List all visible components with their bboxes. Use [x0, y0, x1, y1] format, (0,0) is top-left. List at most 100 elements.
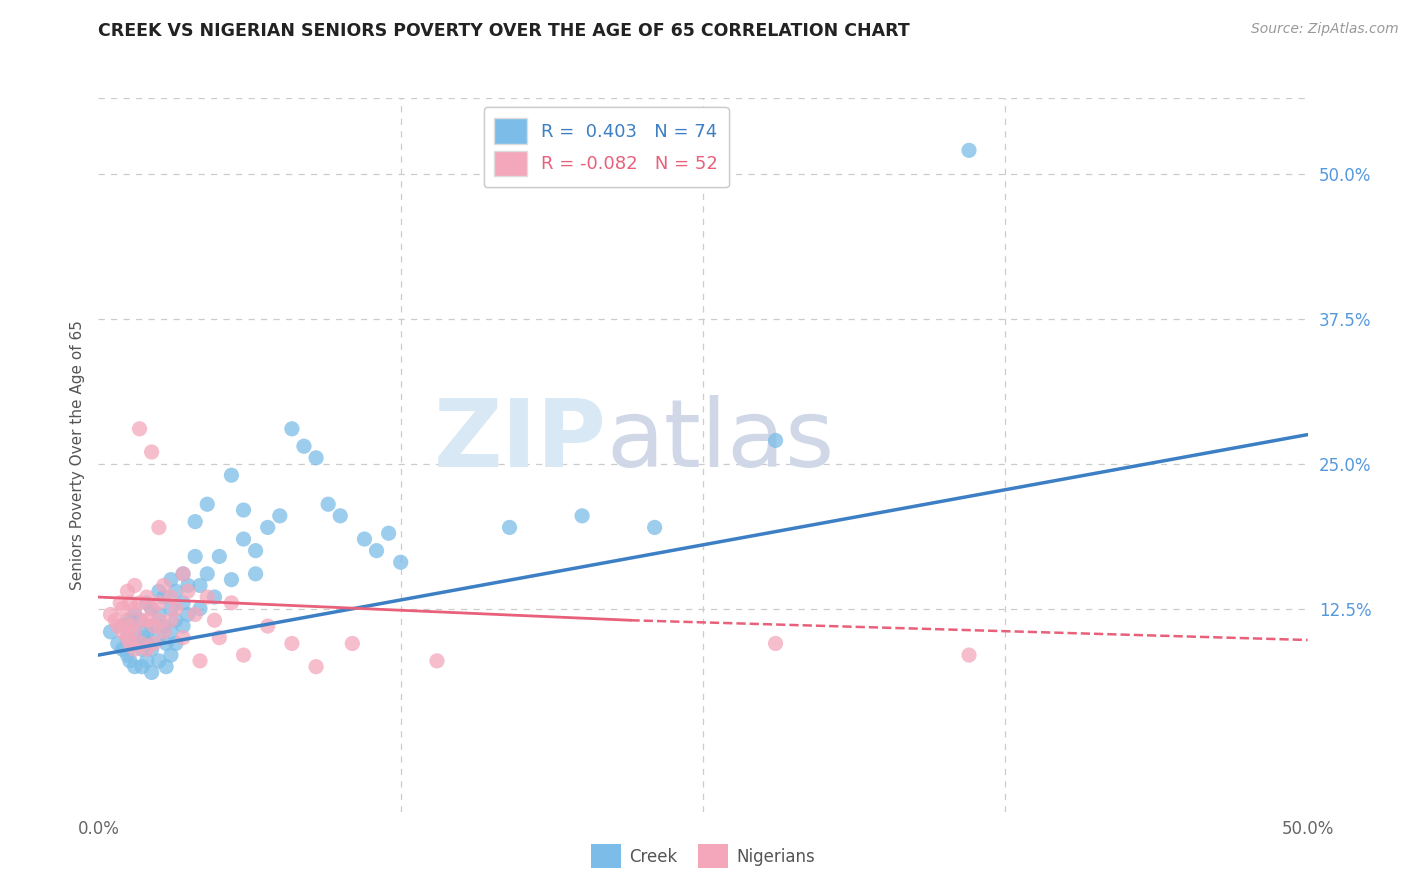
Point [195, 497, 218, 511]
Point [141, 601, 163, 615]
Point [134, 631, 156, 645]
Point [100, 624, 122, 639]
Point [195, 566, 218, 581]
Point [148, 631, 170, 645]
Point [131, 659, 153, 673]
Point [281, 422, 304, 436]
Point [172, 566, 194, 581]
Point [148, 520, 170, 534]
Point [221, 573, 243, 587]
Point [111, 601, 134, 615]
Point [208, 631, 231, 645]
Point [165, 613, 187, 627]
Point [131, 642, 153, 657]
Point [135, 613, 157, 627]
Point [232, 532, 254, 546]
Point [188, 601, 211, 615]
Point [160, 590, 183, 604]
Point [177, 578, 200, 592]
Point [256, 520, 278, 534]
Point [148, 596, 170, 610]
Point [131, 613, 153, 627]
Point [184, 515, 207, 529]
Point [195, 590, 218, 604]
Point [160, 613, 183, 627]
Point [141, 619, 163, 633]
Point [117, 648, 139, 662]
Point [221, 596, 243, 610]
Point [128, 596, 150, 610]
Point [160, 624, 183, 639]
Point [305, 659, 328, 673]
Point [135, 624, 157, 639]
Point [165, 636, 187, 650]
Point [124, 607, 146, 622]
Point [124, 642, 146, 657]
Point [148, 613, 170, 627]
Point [131, 636, 153, 650]
Point [124, 659, 146, 673]
Point [111, 624, 134, 639]
Point [107, 619, 129, 633]
Text: ZIP: ZIP [433, 394, 606, 487]
Point [208, 549, 231, 564]
Point [141, 601, 163, 615]
Y-axis label: Seniors Poverty Over the Age of 65: Seniors Poverty Over the Age of 65 [69, 320, 84, 590]
Point [143, 619, 166, 633]
Point [124, 578, 146, 592]
Point [118, 596, 141, 610]
Point [117, 613, 139, 627]
Point [377, 526, 399, 541]
Point [104, 613, 127, 627]
Point [124, 601, 146, 615]
Point [498, 520, 520, 534]
Point [155, 636, 177, 650]
Point [172, 619, 194, 633]
Point [160, 573, 183, 587]
Point [148, 584, 170, 599]
Text: atlas: atlas [606, 394, 835, 487]
Point [256, 619, 278, 633]
Point [107, 636, 129, 650]
Point [117, 631, 139, 645]
Point [426, 654, 449, 668]
Point [316, 497, 339, 511]
Point [172, 596, 194, 610]
Point [124, 624, 146, 639]
Point [141, 445, 163, 459]
Point [281, 636, 304, 650]
Point [143, 636, 166, 650]
Point [160, 601, 183, 615]
Point [141, 665, 163, 680]
Point [152, 624, 174, 639]
Point [232, 503, 254, 517]
Point [245, 543, 267, 558]
Point [269, 508, 291, 523]
Point [117, 631, 139, 645]
Point [160, 648, 183, 662]
Point [292, 439, 315, 453]
Point [172, 566, 194, 581]
Point [128, 613, 150, 627]
Text: Source: ZipAtlas.com: Source: ZipAtlas.com [1251, 22, 1399, 37]
Point [118, 619, 141, 633]
Point [152, 590, 174, 604]
Point [957, 144, 980, 158]
Point [152, 619, 174, 633]
Point [232, 648, 254, 662]
Point [389, 555, 412, 569]
Point [100, 607, 122, 622]
Point [124, 636, 146, 650]
Point [165, 601, 187, 615]
Point [152, 578, 174, 592]
Point [165, 584, 187, 599]
Text: CREEK VS NIGERIAN SENIORS POVERTY OVER THE AGE OF 65 CORRELATION CHART: CREEK VS NIGERIAN SENIORS POVERTY OVER T… [98, 22, 910, 40]
Point [135, 654, 157, 668]
Point [124, 624, 146, 639]
Point [118, 636, 141, 650]
Point [172, 631, 194, 645]
Point [765, 434, 787, 448]
Point [155, 659, 177, 673]
Point [366, 543, 388, 558]
Point [135, 636, 157, 650]
